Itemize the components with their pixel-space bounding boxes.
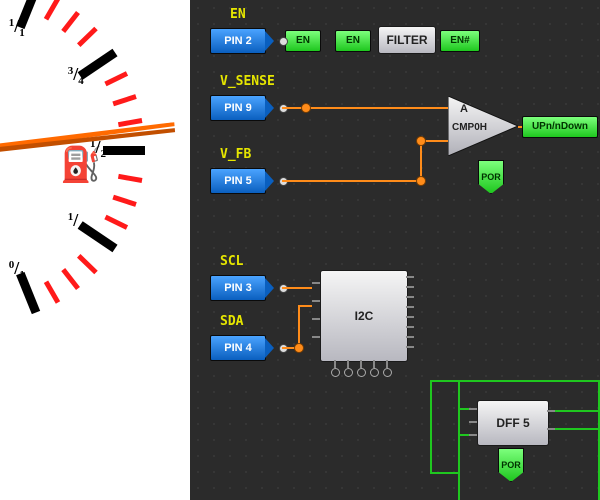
gauge-label: 1/4 <box>68 211 84 233</box>
svg-text:A: A <box>460 103 468 115</box>
wire <box>555 428 598 430</box>
wire-node <box>416 176 426 186</box>
por-tag-por2[interactable]: POR <box>498 448 524 482</box>
net-label-enhash[interactable]: EN# <box>440 30 480 52</box>
i2c-stub-left <box>312 336 320 338</box>
i2c-stub-right <box>406 346 414 348</box>
wire <box>420 140 422 180</box>
gauge-tick-minor <box>77 27 98 47</box>
i2c-stub-left <box>312 318 320 320</box>
wire-node <box>416 136 426 146</box>
ip-dff5[interactable]: DFF 5 <box>477 400 549 446</box>
fuel-gauge: ⛽ 1/13/41/21/40/1 <box>0 0 190 500</box>
i2c-stub-bottom <box>334 360 336 368</box>
wire <box>518 126 522 128</box>
wire <box>298 305 300 347</box>
i2c-stub-bottom <box>360 360 362 368</box>
gauge-tick-minor <box>77 254 98 274</box>
i2c-port <box>357 368 366 377</box>
wire <box>458 434 469 436</box>
pin-block-pin3[interactable]: PIN 3 <box>210 275 266 301</box>
gauge-tick-minor <box>61 268 80 290</box>
wire-node <box>294 343 304 353</box>
wire <box>458 380 460 500</box>
wire <box>458 408 469 410</box>
gauge-label: 0/1 <box>9 259 25 281</box>
i2c-stub-right <box>406 286 414 288</box>
ip-i2c[interactable]: I2C <box>320 270 408 362</box>
net-label-en1[interactable]: EN <box>285 30 321 52</box>
wire <box>430 472 458 474</box>
i2c-port <box>370 368 379 377</box>
pin-block-pin2[interactable]: PIN 2 <box>210 28 266 54</box>
gauge-tick-minor <box>61 11 80 33</box>
ip-filter[interactable]: FILTER <box>378 26 436 54</box>
signal-label-vsense: V_SENSE <box>220 75 275 88</box>
wire-node <box>301 103 311 113</box>
dff5-stub-right <box>547 428 555 430</box>
gauge-tick-minor <box>105 72 129 87</box>
wire <box>282 287 312 289</box>
signal-label-sda: SDA <box>220 315 243 328</box>
net-label-upndown[interactable]: UPn/nDown <box>522 116 598 138</box>
gauge-tick-minor <box>118 174 143 183</box>
i2c-stub-left <box>312 282 320 284</box>
i2c-port <box>383 368 392 377</box>
schematic-canvas[interactable]: EN V_SENSE V_FB SCL SDA PIN 2 PIN 9 PIN 5 PIN 3 P… <box>190 0 600 500</box>
i2c-stub-right <box>406 316 414 318</box>
signal-label-en: EN <box>230 8 246 21</box>
wire <box>298 305 312 307</box>
i2c-stub-right <box>406 296 414 298</box>
signal-label-scl: SCL <box>220 255 243 268</box>
i2c-stub-bottom <box>373 360 375 368</box>
wire <box>555 410 600 412</box>
signal-label-vfb: V_FB <box>220 148 251 161</box>
net-label-en2[interactable]: EN <box>335 30 371 52</box>
pin-block-pin5[interactable]: PIN 5 <box>210 168 266 194</box>
wire <box>430 380 432 472</box>
i2c-stub-right <box>406 336 414 338</box>
wire <box>282 180 420 182</box>
i2c-port <box>331 368 340 377</box>
i2c-stub-left <box>312 300 320 302</box>
pin-block-pin4[interactable]: PIN 4 <box>210 335 266 361</box>
i2c-stub-right <box>406 306 414 308</box>
dff5-stub-left <box>469 434 477 436</box>
i2c-stub-bottom <box>386 360 388 368</box>
gauge-tick-minor <box>113 195 137 207</box>
i2c-stub-right <box>406 326 414 328</box>
i2c-stub-right <box>406 276 414 278</box>
port-node <box>279 37 288 46</box>
gauge-label: 1/1 <box>9 17 25 39</box>
i2c-port <box>344 368 353 377</box>
gauge-tick-minor <box>105 214 129 229</box>
dff5-stub-left <box>469 408 477 410</box>
dff5-stub-left <box>469 421 477 423</box>
gauge-tick-minor <box>113 94 137 106</box>
wire <box>430 380 600 382</box>
gauge-tick-minor <box>43 0 59 21</box>
por-tag-por1[interactable]: POR <box>478 160 504 194</box>
gauge-label: 3/4 <box>68 65 84 87</box>
i2c-stub-bottom <box>347 360 349 368</box>
ip-cmp0h[interactable]: A CMP0H <box>448 96 518 156</box>
dff5-stub-right <box>547 410 555 412</box>
svg-text:CMP0H: CMP0H <box>452 122 487 133</box>
pin-block-pin9[interactable]: PIN 9 <box>210 95 266 121</box>
gauge-tick-minor <box>43 280 59 303</box>
